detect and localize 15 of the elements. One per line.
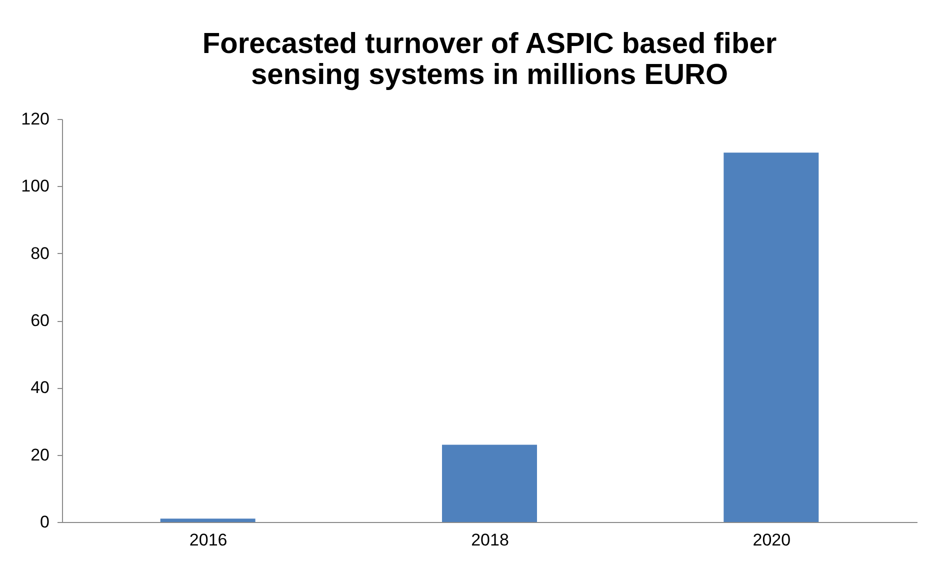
x-tick-label: 2020 (752, 530, 791, 550)
y-tick-label: 60 (30, 311, 50, 330)
text: sensing systems in millions EURO (250, 59, 728, 91)
x-tick-label: 2018 (471, 530, 509, 550)
bar (442, 444, 537, 522)
bar (724, 152, 819, 522)
y-tick-label: 100 (21, 176, 50, 196)
y-tick-label: 120 (21, 110, 50, 128)
bar (160, 518, 256, 522)
y-tick-label: 20 (30, 445, 50, 464)
y-tick-label: 40 (30, 378, 50, 398)
y-tick-label: 0 (40, 512, 50, 532)
text: Forecasted turnover of ASPIC based fiber (202, 28, 777, 60)
x-tick-label: 2016 (189, 530, 228, 550)
y-tick-label: 80 (30, 244, 50, 263)
